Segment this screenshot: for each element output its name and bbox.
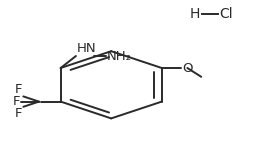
Text: F: F: [15, 107, 22, 120]
Text: H: H: [190, 7, 200, 21]
Text: O: O: [182, 61, 193, 75]
Text: F: F: [15, 83, 22, 96]
Text: NH₂: NH₂: [107, 50, 132, 63]
Text: Cl: Cl: [220, 7, 233, 21]
Text: HN: HN: [76, 42, 96, 55]
Text: F: F: [12, 95, 20, 108]
